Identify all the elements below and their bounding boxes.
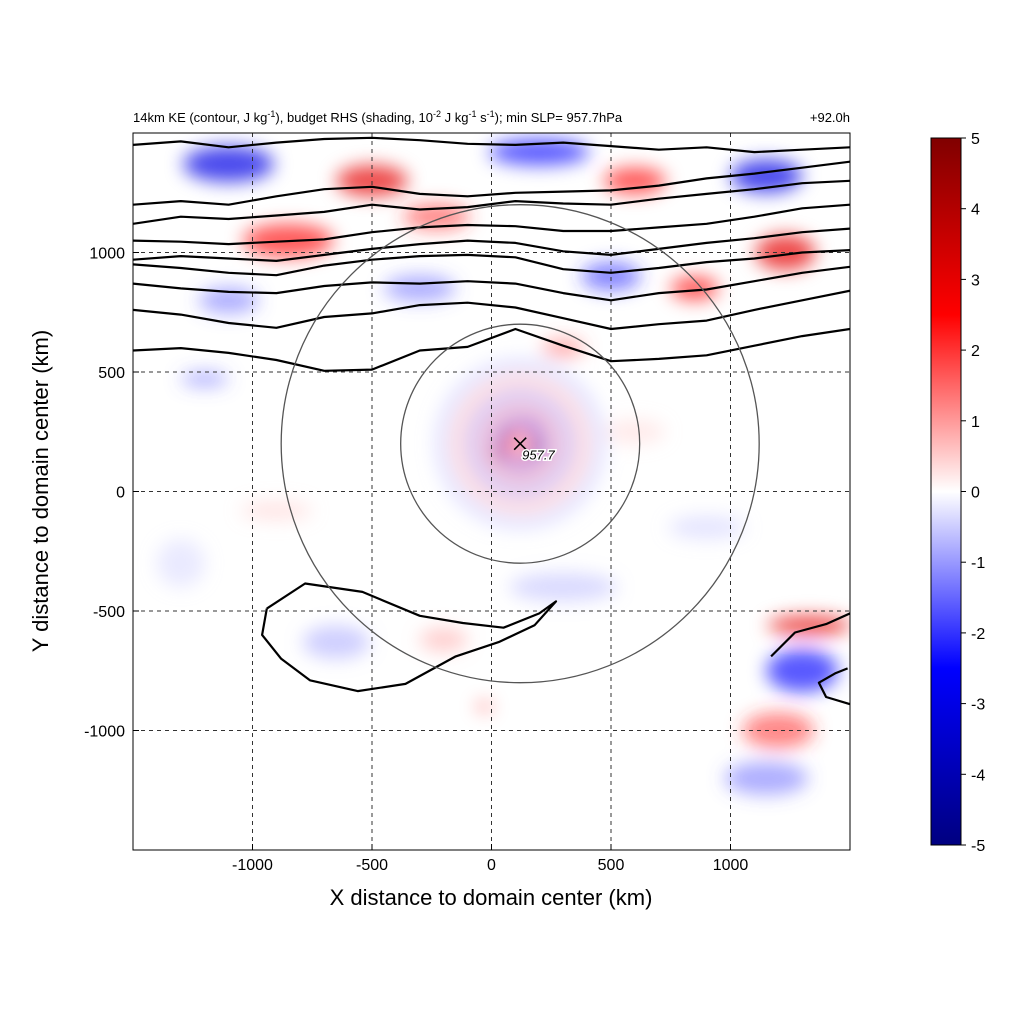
y-tick-label: -500 xyxy=(93,604,125,621)
colorbar-tick-label: -1 xyxy=(971,555,985,572)
storm-band-2 xyxy=(477,400,564,487)
storm-pressure-label: 957.7 xyxy=(522,448,555,463)
storm-band-5 xyxy=(434,357,607,530)
x-axis-label: X distance to domain center (km) xyxy=(330,885,653,910)
x-tick-label: -500 xyxy=(356,857,388,874)
plot-area: 957.7 xyxy=(132,132,851,851)
ke-contour-line xyxy=(133,160,850,206)
colorbar-tick-label: -4 xyxy=(971,767,985,784)
shading-blob-21 xyxy=(724,761,809,796)
x-tick-label: 500 xyxy=(598,857,625,874)
storm-center-x-icon xyxy=(513,437,527,451)
y-tick-label: 500 xyxy=(98,365,125,382)
shading-blob-24 xyxy=(477,703,492,711)
colorbar-tick-label: 2 xyxy=(971,343,980,360)
x-axis: -1000 -500 0 500 1000 xyxy=(232,844,748,874)
shading-blob-29 xyxy=(156,539,205,588)
ke-contour-line xyxy=(133,227,850,262)
colorbar-tick-label: 4 xyxy=(971,202,980,219)
y-axis: -1000 -500 0 500 1000 xyxy=(84,246,139,741)
shading-blob-22 xyxy=(302,625,370,659)
range-rings xyxy=(280,204,760,684)
colorbar-tick-label: 1 xyxy=(971,414,980,431)
colorbar-tick-label: 5 xyxy=(971,131,980,148)
shading-blob-11 xyxy=(198,287,259,314)
shading-layer xyxy=(156,138,850,796)
colorbar-tick-label: 3 xyxy=(971,272,980,289)
storm-band-1 xyxy=(489,412,552,475)
ke-contour-line xyxy=(133,327,850,372)
range-ring xyxy=(400,323,641,564)
y-axis-label: Y distance to domain center (km) xyxy=(28,330,53,652)
storm-marker: 957.7 xyxy=(513,437,557,464)
shading-blob-18 xyxy=(767,615,850,635)
ke-contour-line xyxy=(770,612,850,658)
shading-blob-23 xyxy=(419,627,468,652)
storm-band-4 xyxy=(451,374,590,513)
x-tick-label: 0 xyxy=(487,857,496,874)
y-tick-label: -1000 xyxy=(84,724,125,741)
ke-contour-line xyxy=(133,249,850,277)
shading-blob-13 xyxy=(180,372,229,387)
x-tick-label: -1000 xyxy=(232,857,273,874)
chart-time-label: +92.0h xyxy=(810,110,850,125)
ke-contour-line xyxy=(261,582,558,693)
colorbar-tick-label: -3 xyxy=(971,697,985,714)
y-tick-label: 1000 xyxy=(89,246,125,263)
chart-title: 14km KE (contour, J kg-1), budget RHS (s… xyxy=(133,109,623,125)
x-tick-label: 1000 xyxy=(713,857,749,874)
ke-contour-line xyxy=(817,667,850,706)
shading-blob-9 xyxy=(581,262,641,291)
range-ring xyxy=(280,204,760,684)
shading-blob-26 xyxy=(240,501,313,521)
colorbar-gradient xyxy=(930,137,962,846)
ke-contour-line xyxy=(133,203,850,246)
colorbar-tick-label: -5 xyxy=(971,838,985,855)
shading-blob-7 xyxy=(755,234,816,271)
shading-blob-25 xyxy=(509,572,617,602)
ke-contour-line xyxy=(133,265,850,302)
ke-contour-line xyxy=(133,179,850,225)
shading-blob-28 xyxy=(605,419,665,444)
contour-layer xyxy=(133,136,850,706)
ke-contour-line xyxy=(133,289,850,331)
shading-blob-10 xyxy=(383,275,456,302)
shading-blob-20 xyxy=(742,712,815,749)
colorbar-tick-label: 0 xyxy=(971,485,980,502)
colorbar: 5 4 3 2 1 0 -1 -2 -3 -4 -5 xyxy=(930,131,985,855)
storm-band-0 xyxy=(498,422,542,466)
shading-blob-27 xyxy=(668,515,745,540)
shading-blob-19 xyxy=(766,649,839,693)
y-tick-label: 0 xyxy=(116,485,125,502)
colorbar-ticks: 5 4 3 2 1 0 -1 -2 -3 -4 -5 xyxy=(961,131,985,855)
shading-blob-0 xyxy=(183,146,275,182)
ke-contour-line xyxy=(133,136,850,154)
colorbar-tick-label: -2 xyxy=(971,626,985,643)
shading-blob-12 xyxy=(541,338,585,358)
